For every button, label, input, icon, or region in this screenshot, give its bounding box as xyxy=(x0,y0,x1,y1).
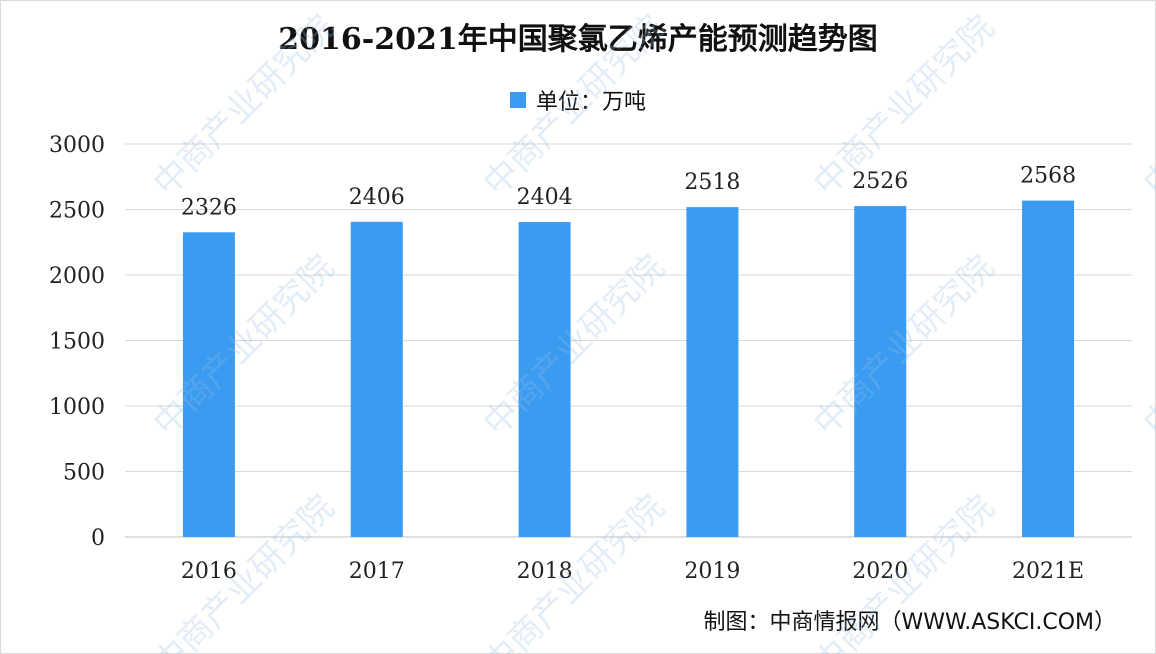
legend: 单位：万吨 xyxy=(0,84,1156,116)
legend-label: 单位：万吨 xyxy=(535,90,646,115)
y-tick-label: 0 xyxy=(91,526,105,551)
data-label: 2526 xyxy=(852,169,908,194)
bar xyxy=(518,222,571,538)
y-tick-label: 2500 xyxy=(49,199,105,224)
y-tick-label: 1500 xyxy=(49,330,105,355)
data-label: 2326 xyxy=(181,195,237,220)
data-label: 2568 xyxy=(1020,164,1076,189)
data-label: 2406 xyxy=(349,185,405,210)
data-label: 2404 xyxy=(517,185,573,210)
bar xyxy=(854,206,907,537)
y-tick-label: 3000 xyxy=(49,133,105,158)
y-tick-label: 2000 xyxy=(49,264,105,289)
source-credit: 制图：中商情报网（WWW.ASKCI.COM） xyxy=(703,610,1116,635)
y-tick-label: 1000 xyxy=(49,395,105,420)
x-tick-label: 2017 xyxy=(349,559,405,584)
x-tick-label: 2016 xyxy=(181,559,237,584)
bar xyxy=(686,207,739,537)
data-label: 2518 xyxy=(684,170,740,195)
bar xyxy=(1022,200,1075,538)
x-tick-label: 2020 xyxy=(852,559,908,584)
x-tick-label: 2019 xyxy=(684,559,740,584)
y-tick-label: 500 xyxy=(63,461,105,486)
legend-swatch xyxy=(509,92,526,108)
bar xyxy=(182,232,235,537)
x-tick-label: 2018 xyxy=(517,559,573,584)
chart-title: 2016-2021年中国聚氯乙烯产能预测趋势图 xyxy=(278,22,878,57)
x-tick-label: 2021E xyxy=(1012,559,1084,584)
bar xyxy=(350,221,403,537)
